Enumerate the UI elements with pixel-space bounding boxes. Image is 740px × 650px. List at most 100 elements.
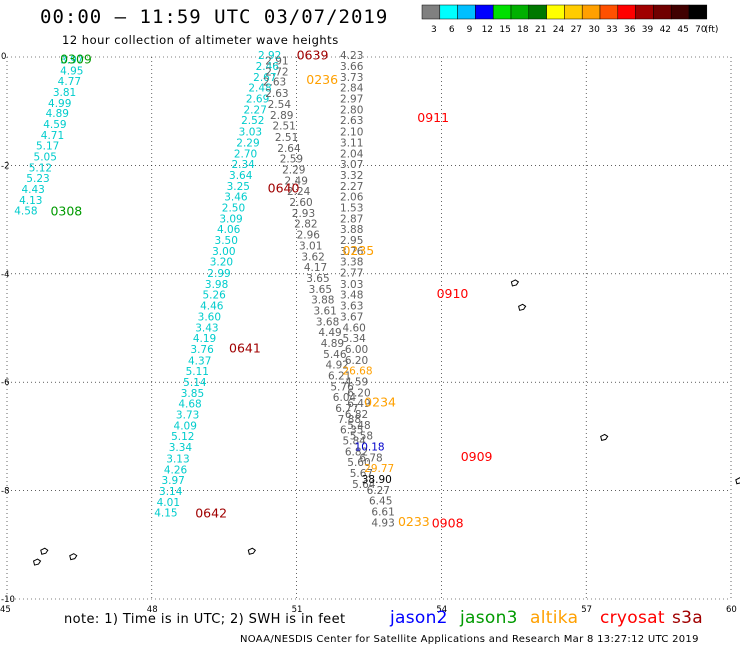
colorbar-swatch: [492, 4, 512, 20]
swh-value-label: 6.45: [369, 496, 392, 508]
y-tick-label: -6: [1, 378, 9, 388]
colorbar-unit-label: (ft): [705, 25, 719, 35]
swh-value-label: 4.58: [14, 206, 37, 218]
swh-value-label: 4.59: [43, 119, 66, 131]
swh-value-label: 2.93: [292, 208, 315, 220]
track-time-label: 0642: [195, 506, 227, 521]
land-outlines: [32, 279, 740, 566]
swh-value-label: 2.54: [268, 99, 292, 111]
swh-value-label: 2.27: [244, 104, 267, 116]
colorbar-swatch: [564, 4, 583, 20]
swh-value-label: 2.64: [277, 143, 301, 155]
x-tick-label: 54: [436, 605, 447, 615]
swh-value-label: 4.37: [188, 355, 211, 367]
legend-jason3: jason3: [460, 608, 518, 628]
island-outline: [600, 433, 609, 442]
colorbar-swatch: [439, 4, 458, 20]
swh-value-label: 6.82: [345, 446, 368, 458]
track-time-label: 0308: [50, 203, 82, 218]
swh-value-label: 4.49: [318, 327, 341, 339]
swh-value-label: 5.34: [342, 333, 366, 345]
swh-value-label: 6.27: [367, 485, 390, 497]
colorbar-tick-label: 9: [467, 25, 473, 35]
track-time-label: 0234: [364, 395, 396, 410]
swh-value-label: 5.60: [347, 457, 370, 469]
colorbar-swatch: [528, 4, 547, 20]
swh-value-label: 3.11: [340, 137, 363, 149]
swh-value-label: 5.76: [330, 381, 354, 393]
axis-tick-labels: 45 48 51 54 57 60 0 -2 -4 -6 -8 -10: [0, 52, 737, 615]
swh-value-label: 2.67: [253, 72, 276, 84]
swh-value-label: 5.17: [36, 141, 59, 153]
x-tick-label: 48: [147, 605, 158, 615]
swh-value-label: 6.61: [371, 507, 394, 519]
island-outline: [32, 558, 42, 566]
colorbar-tick-label: 18: [517, 25, 529, 35]
swh-value-label: 3.61: [313, 305, 336, 317]
track-time-label: 0640: [268, 181, 300, 196]
swh-value-label: 4.23: [340, 50, 363, 62]
swh-value-label: 2.63: [263, 77, 286, 89]
swh-value-label: 3.62: [301, 251, 324, 263]
swh-value-label: 5.11: [186, 366, 209, 378]
swh-value-label: 5.26: [202, 290, 226, 302]
swh-value-label: 5.14: [183, 377, 207, 389]
track-time-label: 0641: [229, 340, 261, 355]
swh-value-label: 5.12: [171, 431, 194, 443]
colorbar-tick-label: 39: [642, 25, 654, 35]
swh-value-label: 2.60: [289, 197, 312, 209]
swh-value-label: 6.78: [359, 452, 382, 464]
swh-value-label: 2.51: [275, 132, 298, 144]
swh-value-label: 3.98: [205, 279, 228, 291]
colorbar-swatch: [421, 4, 441, 20]
swh-value-label: 3.60: [198, 311, 221, 323]
swh-value-label: 2.50: [222, 202, 245, 214]
units-note: note: 1) Time is in UTC; 2) SWH is in fe…: [64, 612, 346, 627]
wave-height-tracks: 3.974.954.773.814.994.894.594.715.175.05…: [14, 50, 395, 529]
colorbar-tick-label: 24: [553, 25, 565, 35]
colorbar-swatch: [510, 4, 530, 20]
swh-value-label: 38.90: [362, 474, 392, 486]
island-outline: [40, 547, 49, 555]
swh-value-label: 4.17: [304, 262, 327, 274]
swh-value-label: 2.46: [256, 61, 280, 73]
swh-value-label: 3.88: [311, 295, 334, 307]
swh-value-label: 3.13: [166, 453, 189, 465]
track-time-label: 0909: [461, 449, 493, 464]
x-tick-label: 60: [726, 605, 737, 615]
swh-value-label: 3.20: [210, 257, 233, 269]
chart-title: 00:00 – 11:59 UTC 03/07/2019: [40, 6, 389, 28]
swh-value-label: 6.77: [335, 403, 358, 415]
y-tick-label: -4: [1, 270, 9, 280]
swh-value-label: 2.80: [340, 104, 363, 116]
swh-value-label: 6.35: [340, 425, 363, 437]
track-time-label: 0910: [437, 286, 469, 301]
swh-value-label: 3.03: [340, 279, 363, 291]
colorbar-tick-label: 45: [677, 25, 688, 35]
colorbar-swatch: [546, 4, 565, 20]
legend-cryosat: cryosat: [600, 608, 665, 628]
swh-value-label: 29.77: [364, 463, 394, 475]
swh-value-label: 4.09: [174, 420, 197, 432]
swh-value-label: 3.85: [181, 388, 204, 400]
legend-jason2: jason2: [390, 608, 448, 628]
swh-value-label: 3.38: [340, 257, 363, 269]
swh-value-label: 10.18: [355, 441, 385, 453]
swh-value-label: 2.69: [246, 94, 269, 106]
swh-value-label: 3.25: [227, 181, 250, 193]
x-tick-label: 45: [0, 605, 11, 615]
swh-value-label: 6.20: [345, 355, 368, 367]
swh-value-label: 3.97: [60, 55, 83, 67]
swh-value-label: 3.81: [53, 87, 76, 99]
colorbar-tick-label: 27: [571, 25, 582, 35]
swh-value-label: 4.15: [154, 508, 177, 520]
swh-value-label: 2.92: [258, 50, 281, 62]
swh-value-label: 3.76: [190, 344, 214, 356]
lat-lon-grid: [6, 56, 732, 600]
colorbar-tick-label: 36: [624, 25, 636, 35]
track-time-label: 0908: [432, 515, 464, 530]
swh-value-label: 2.63: [265, 88, 288, 100]
swh-value-label: 2.52: [241, 115, 264, 127]
swh-value-label: 6.04: [333, 392, 357, 404]
